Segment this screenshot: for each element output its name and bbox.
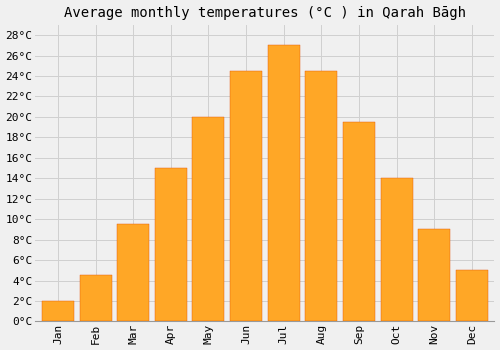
Bar xyxy=(418,229,450,321)
Bar xyxy=(380,178,412,321)
Bar xyxy=(42,301,74,321)
Bar xyxy=(230,71,262,321)
Bar xyxy=(80,275,112,321)
Bar xyxy=(155,168,187,321)
Bar xyxy=(343,122,375,321)
Bar xyxy=(456,270,488,321)
Title: Average monthly temperatures (°C ) in Qarah Bāgh: Average monthly temperatures (°C ) in Qa… xyxy=(64,6,466,20)
Bar xyxy=(117,224,149,321)
Bar xyxy=(268,46,300,321)
Bar xyxy=(306,71,338,321)
Bar xyxy=(192,117,224,321)
